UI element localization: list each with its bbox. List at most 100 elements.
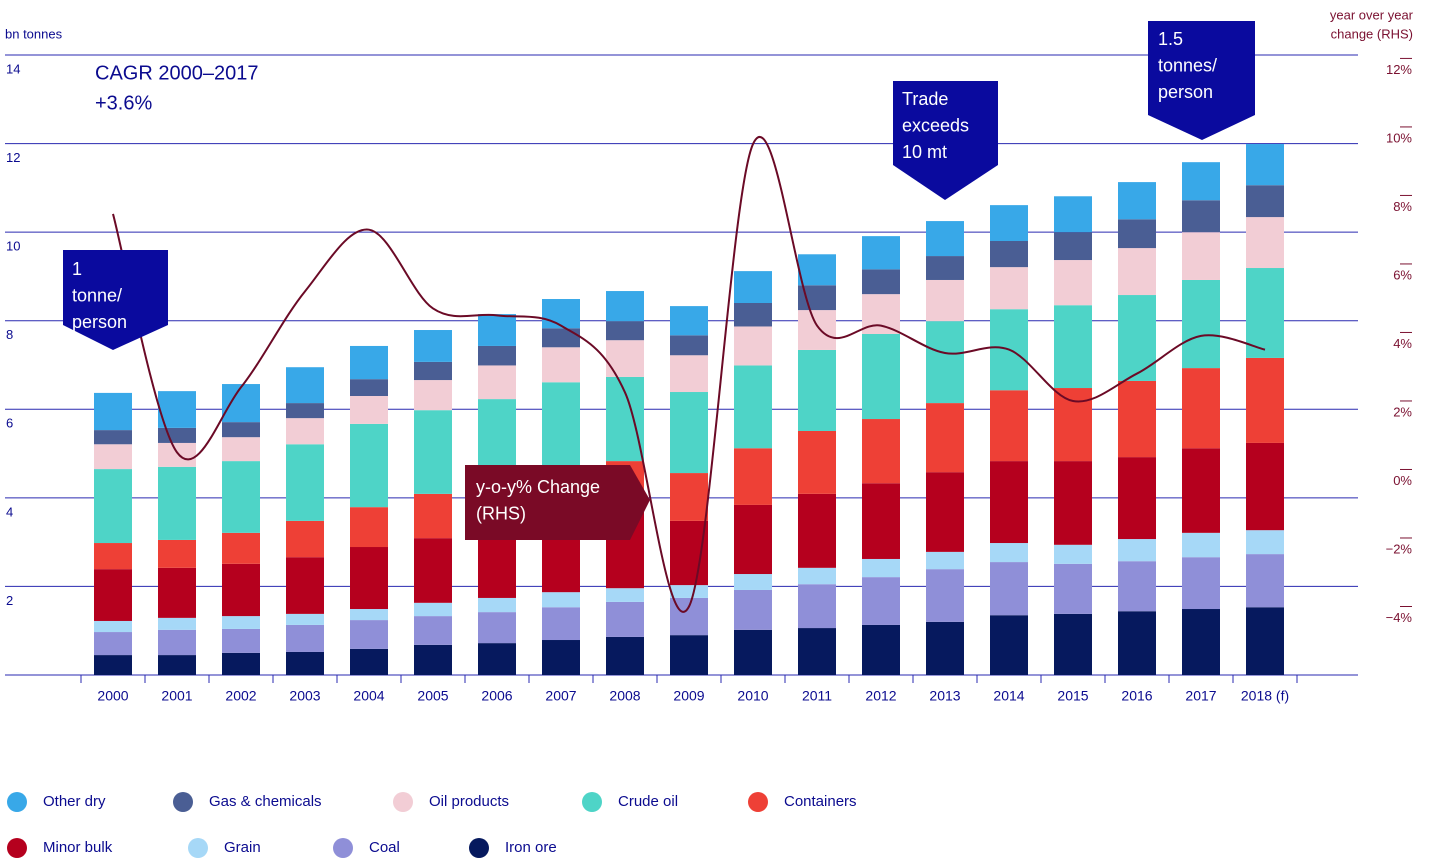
bar-segment [414,602,452,617]
bar-segment [158,427,196,443]
bar-segment [1246,607,1284,675]
bar-segment [1118,295,1156,381]
bar-segment [158,442,196,467]
annotation-text: CAGR 2000–2017 [95,62,258,84]
x-tick-label: 2000 [97,688,128,704]
bar-segment [990,205,1028,241]
bar-segment [1118,539,1156,562]
bar-segment [1118,219,1156,249]
bar-segment [926,569,964,622]
bar-segment [158,655,196,675]
bar-segment [1246,268,1284,358]
bar-segment [222,461,260,533]
bar-segment [414,330,452,362]
x-tick-label: 2014 [993,688,1024,704]
annotation-text: person [1158,82,1213,102]
bar-segment [990,615,1028,675]
bar-segment [1182,557,1220,610]
bar-segment [606,636,644,675]
bar-segment [222,437,260,462]
y-tick-label: 6 [6,416,13,431]
x-tick-label: 2003 [289,688,320,704]
bar-segment [158,567,196,618]
bar-segment [286,557,324,614]
bar-segment [734,365,772,449]
bar-segment [1054,613,1092,675]
x-tick-label: 2009 [673,688,704,704]
bar-segment [286,403,324,419]
bar-segment [862,236,900,270]
bar-segment [734,271,772,303]
y2-tick-label: 8% [1393,199,1412,214]
bar-segment [862,269,900,295]
x-tick-label: 2012 [865,688,896,704]
y2-tick-label: 6% [1393,267,1412,282]
bar-segment [862,294,900,334]
bar-segment [478,597,516,613]
bar-segment [94,430,132,445]
x-tick-label: 2008 [609,688,640,704]
bar-segment [94,543,132,570]
x-tick-label: 2011 [802,688,832,704]
x-tick-label: 2005 [417,688,448,704]
bar-segment [798,254,836,286]
bar-segment [734,574,772,590]
bar-segment [222,616,260,629]
legend-swatch [393,792,413,812]
bar-segment [862,558,900,578]
legend-swatch [7,838,27,858]
legend-label: Minor bulk [43,839,113,856]
bar-segment [734,589,772,630]
y-tick-label: 12 [6,150,20,165]
legend-swatch [188,838,208,858]
bar-segment [350,396,388,424]
bar-segment [1246,530,1284,555]
bar-segment [478,365,516,400]
x-tick-label: 2001 [161,688,192,704]
bar-segment [1246,442,1284,531]
bar-segment [1118,248,1156,296]
y-axis-label: bn tonnes [5,26,63,41]
y2-tick-label: 12% [1386,62,1412,77]
bar-segment [542,607,580,641]
annotation-text: exceeds [902,115,969,135]
bar-segment [1182,232,1220,280]
bar-segment [286,367,324,404]
legend-label: Other dry [43,793,106,810]
bar-segment [606,340,644,377]
legend-swatch [582,792,602,812]
bar-segment [222,532,260,564]
bar-segment [926,472,964,552]
bar-segment [926,403,964,473]
bar-segment [1246,144,1284,186]
legend-swatch [333,838,353,858]
y-tick-label: 4 [6,504,13,519]
bar-segment [670,355,708,393]
bar-segment [798,349,836,431]
legend-swatch [173,792,193,812]
bar-segment [222,652,260,675]
bar-segment [606,321,644,341]
bar-segment [350,620,388,649]
x-tick-label: 2016 [1121,688,1152,704]
bar-segment [1246,217,1284,269]
x-tick-label: 2006 [481,688,512,704]
bar-segment [158,466,196,540]
bar-segment [862,419,900,484]
callout-shape [1148,21,1255,140]
bar-segment [670,473,708,521]
bar-segment [1246,185,1284,218]
bar-segment [542,328,580,348]
bar-segment [1054,461,1092,545]
annotation-text: (RHS) [476,503,526,523]
bar-segment [350,507,388,548]
bar-segment [862,577,900,625]
bar-segment [670,635,708,675]
x-tick-label: 2004 [353,688,384,704]
bar-segment [350,345,388,380]
bar-segment [1182,200,1220,233]
y-tick-label: 2 [6,593,13,608]
bar-segment [94,655,132,675]
annotation-text: tonnes/ [1158,55,1217,75]
